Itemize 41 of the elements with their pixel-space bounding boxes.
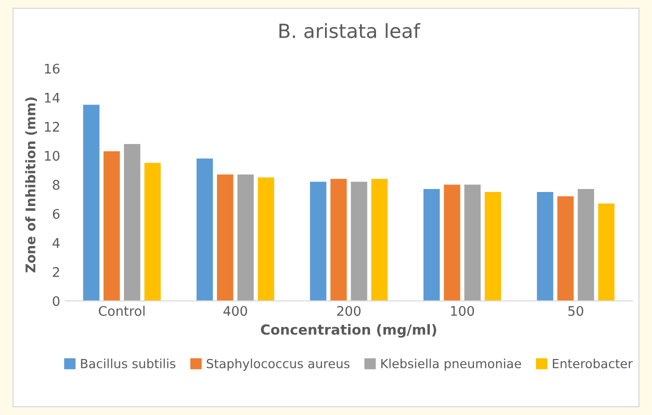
bar [423,189,440,301]
bar [598,204,615,301]
bar [484,192,502,301]
x-tick-label: 200 [337,306,361,316]
bar [578,189,594,301]
bar [124,144,140,301]
bar [444,184,460,301]
bar [371,178,388,301]
bar [196,158,213,301]
chart-title: B. aristata leaf [279,23,420,38]
x-tick-label: Control [98,306,145,316]
x-tick-label: 400 [223,306,248,316]
legend-label: Staphylococcus aureus [206,358,350,371]
y-axis-title: Zone of Inhibition (mm) [25,98,37,272]
bar [144,162,161,301]
y-tick-label: 12 [45,122,60,132]
bar [83,104,100,301]
y-tick-label: 6 [52,208,60,219]
bar [104,151,120,301]
x-tick-label: 100 [451,306,474,316]
bar [536,192,554,301]
y-tick-label: 0 [52,296,60,306]
bar [350,182,368,301]
legend-label: Klebsiella pneumoniae [381,358,522,371]
bar [258,177,274,301]
legend-label: Enterobacter [552,358,633,368]
y-tick-label: 14 [45,92,60,103]
y-tick-label: 8 [52,180,60,190]
bar [464,184,481,301]
bar [237,174,254,301]
legend-label: Bacillus subtilis [81,358,176,368]
y-tick-label: 2 [52,267,60,277]
y-tick-label: 16 [45,64,60,74]
bar [216,174,234,301]
bar [310,182,326,301]
bar [330,178,347,301]
x-axis-title: Concentration (mg/ml) [260,324,436,338]
y-tick-label: 10 [45,150,60,161]
bar [557,196,574,301]
y-tick-label: 4 [52,238,60,248]
x-tick-label: 50 [568,306,584,316]
